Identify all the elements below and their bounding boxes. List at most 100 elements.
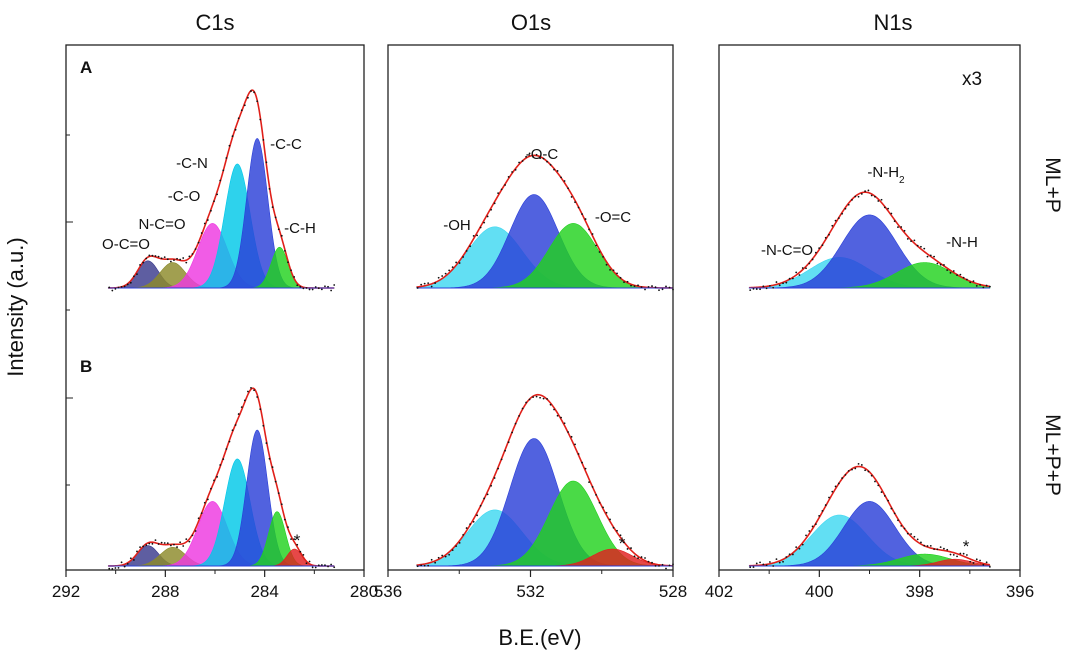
data-point-o1s-a-111 — [542, 157, 545, 160]
data-point-o1s-a-180 — [462, 256, 465, 258]
panel-title-c1s: C1s — [195, 10, 234, 35]
data-point-o1s-b-3 — [668, 564, 671, 567]
data-point-c1s-b-66 — [265, 442, 268, 444]
data-point-o1s-a-90 — [567, 187, 569, 190]
data-point-n1s-b-18 — [969, 560, 972, 563]
data-point-n1s-a-210 — [759, 288, 761, 291]
data-point-n1s-b-150 — [824, 504, 827, 506]
data-point-n1s-a-66 — [916, 244, 919, 247]
data-point-c1s-a-69 — [262, 139, 265, 141]
data-point-c1s-a-81 — [250, 90, 252, 92]
panel-frame-n1s — [718, 44, 1021, 571]
data-point-c1s-a-186 — [142, 261, 145, 264]
data-point-o1s-b-102 — [553, 408, 555, 411]
data-point-n1s-b-114 — [864, 469, 867, 472]
data-point-o1s-a-3 — [668, 286, 671, 289]
data-point-c1s-a-9 — [324, 285, 326, 288]
data-point-c1s-b-18 — [314, 566, 317, 569]
x-tick-label-o1s-536: 536 — [374, 582, 402, 601]
data-point-c1s-b-210 — [117, 566, 120, 569]
data-point-o1s-a-60 — [602, 255, 604, 258]
data-point-n1s-b-159 — [814, 523, 817, 526]
data-point-o1s-a-93 — [563, 180, 566, 182]
data-point-o1s-b-201 — [437, 556, 440, 559]
data-point-c1s-b-138 — [191, 534, 194, 537]
data-point-o1s-a-36 — [630, 284, 632, 287]
data-point-o1s-a-183 — [458, 262, 461, 264]
data-point-o1s-b-72 — [588, 481, 590, 483]
data-point-n1s-b-27 — [959, 552, 962, 555]
data-point-o1s-b-138 — [511, 431, 513, 434]
data-point-o1s-b-33 — [633, 555, 636, 558]
data-point-c1s-a-216 — [111, 289, 114, 292]
data-point-n1s-b-162 — [811, 525, 814, 528]
data-point-n1s-b-42 — [943, 547, 945, 550]
data-point-n1s-a-84 — [897, 226, 899, 229]
data-point-c1s-b-195 — [133, 559, 135, 561]
data-point-c1s-a-201 — [126, 283, 129, 286]
data-point-o1s-a-174 — [469, 245, 472, 248]
x-axis-label: B.E.(eV) — [498, 625, 581, 650]
data-point-c1s-b-162 — [166, 542, 169, 545]
data-point-c1s-b-147 — [182, 545, 185, 547]
data-point-o1s-b-144 — [504, 449, 507, 452]
data-point-o1s-a-201 — [437, 276, 440, 279]
data-point-n1s-a-24 — [962, 276, 965, 279]
data-point-o1s-a-144 — [504, 184, 507, 186]
data-point-c1s-a-213 — [114, 288, 117, 290]
data-point-c1s-a-162 — [166, 258, 169, 261]
n1s-label-star: * — [963, 537, 970, 556]
data-point-o1s-a-126 — [525, 155, 527, 158]
data-point-n1s-b-6 — [982, 563, 985, 566]
data-point-n1s-b-39 — [946, 548, 949, 551]
data-point-o1s-a-189 — [451, 266, 454, 268]
spectrum-n1s-a — [748, 189, 991, 291]
data-point-n1s-a-135 — [841, 212, 844, 215]
data-point-c1s-b-15 — [317, 564, 320, 567]
data-point-n1s-b-33 — [952, 554, 955, 556]
data-point-o1s-b-51 — [612, 526, 615, 529]
data-point-n1s-a-0 — [989, 285, 991, 288]
data-point-o1s-a-27 — [640, 286, 643, 289]
data-point-n1s-b-36 — [949, 553, 952, 556]
data-point-o1s-b-153 — [493, 477, 496, 479]
data-point-o1s-a-150 — [497, 192, 500, 195]
data-point-n1s-a-120 — [857, 195, 860, 198]
data-point-n1s-a-39 — [946, 269, 949, 272]
data-point-n1s-a-102 — [877, 200, 880, 202]
o1s-label-oc: -O-C — [526, 146, 559, 163]
data-point-n1s-a-21 — [966, 278, 968, 281]
data-point-n1s-a-6 — [982, 286, 985, 289]
data-point-n1s-a-213 — [755, 288, 758, 290]
data-point-n1s-a-48 — [936, 262, 939, 265]
x-tick-label-n1s-402: 402 — [705, 582, 733, 601]
c1s-label-ocoo: O-C=O — [102, 236, 150, 253]
data-point-n1s-a-126 — [851, 198, 853, 201]
data-point-c1s-a-183 — [145, 257, 148, 260]
data-point-o1s-b-45 — [619, 534, 622, 537]
data-point-c1s-b-30 — [302, 553, 305, 556]
data-point-n1s-b-138 — [837, 482, 840, 485]
n1s-scale-annotation: x3 — [962, 69, 982, 90]
data-point-c1s-b-165 — [163, 542, 166, 544]
data-point-c1s-a-24 — [308, 288, 311, 291]
data-point-n1s-a-129 — [847, 203, 850, 206]
data-point-o1s-a-69 — [591, 233, 594, 235]
data-point-n1s-b-204 — [765, 564, 768, 567]
data-point-c1s-b-6 — [327, 565, 329, 568]
data-point-c1s-a-177 — [151, 254, 154, 257]
data-point-c1s-b-207 — [120, 561, 123, 564]
data-point-o1s-a-147 — [500, 188, 503, 191]
data-point-c1s-a-63 — [268, 187, 271, 190]
data-point-n1s-b-198 — [772, 565, 775, 567]
data-point-c1s-b-150 — [179, 541, 182, 544]
data-point-n1s-b-210 — [759, 561, 761, 564]
data-point-o1s-a-48 — [616, 272, 618, 275]
data-point-o1s-a-156 — [490, 208, 493, 211]
data-point-c1s-b-27 — [305, 562, 308, 565]
data-point-c1s-b-12 — [320, 564, 323, 566]
data-point-c1s-b-54 — [277, 492, 280, 495]
data-point-o1s-b-117 — [535, 395, 538, 398]
data-point-n1s-b-102 — [877, 484, 880, 487]
data-point-c1s-a-156 — [173, 259, 175, 262]
